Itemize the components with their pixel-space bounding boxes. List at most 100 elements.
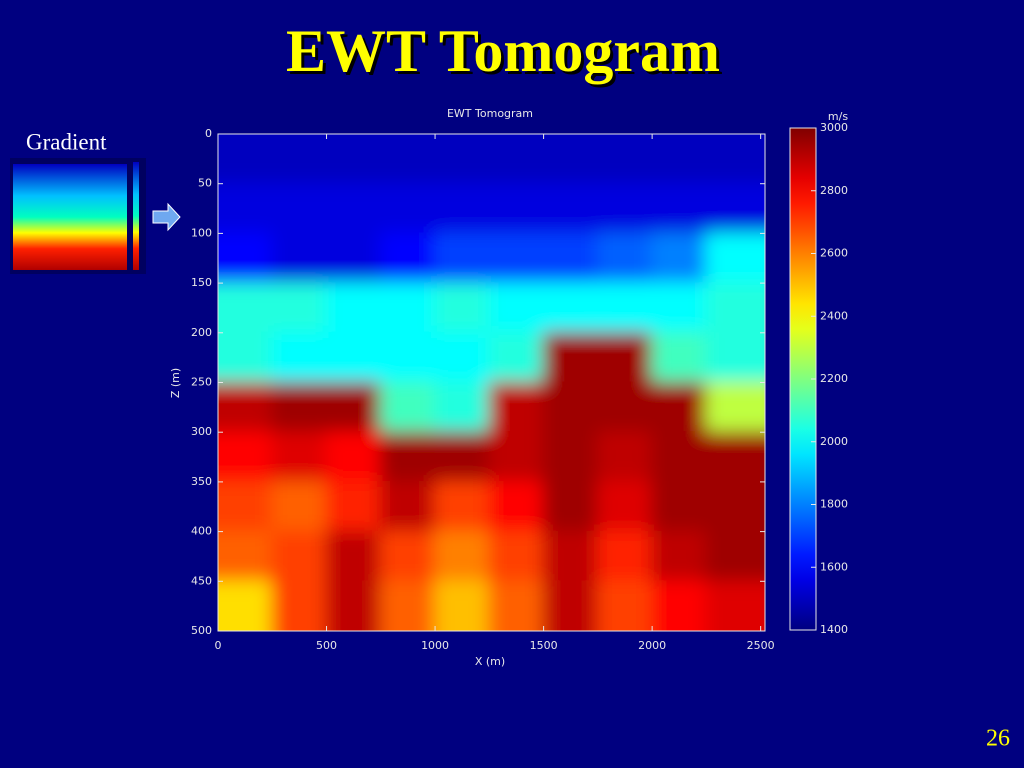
x-tick-label: 0 bbox=[215, 639, 222, 652]
heatmap-cell bbox=[271, 480, 328, 533]
heatmap-cell bbox=[705, 182, 765, 235]
heatmap-cell bbox=[218, 480, 275, 533]
heatmap-cell bbox=[705, 381, 765, 434]
x-tick-label: 1000 bbox=[421, 639, 449, 652]
heatmap-cell bbox=[434, 480, 491, 533]
heatmap-cell bbox=[325, 580, 382, 631]
heatmap-cell bbox=[271, 381, 328, 434]
y-axis-label: Z (m) bbox=[169, 368, 182, 398]
colorbar-tick-label: 1800 bbox=[820, 498, 848, 511]
inset-image bbox=[13, 164, 127, 270]
colorbar-tick-label: 2600 bbox=[820, 247, 848, 260]
heatmap-cell bbox=[705, 431, 765, 483]
heatmap-cell bbox=[705, 134, 765, 186]
heatmap-cell bbox=[379, 331, 437, 384]
x-tick-label: 2500 bbox=[747, 639, 775, 652]
heatmap-cell bbox=[488, 530, 545, 583]
colorbar-tick-label: 3000 bbox=[820, 121, 848, 134]
heatmap-cell bbox=[434, 331, 491, 384]
heatmap-cell bbox=[542, 480, 599, 533]
y-tick-label: 350 bbox=[191, 475, 212, 488]
heatmap-cell bbox=[325, 381, 382, 434]
heatmap-cell bbox=[271, 530, 328, 583]
heatmap-cell bbox=[542, 580, 599, 631]
heatmap-cell bbox=[651, 134, 708, 186]
y-tick-label: 50 bbox=[198, 177, 212, 190]
heatmap-cell bbox=[379, 182, 437, 235]
heatmap bbox=[218, 134, 765, 631]
heatmap-cell bbox=[596, 580, 654, 631]
heatmap-cell bbox=[596, 480, 654, 533]
heatmap-cell bbox=[325, 431, 382, 483]
heatmap-cell bbox=[271, 331, 328, 384]
heatmap-cell bbox=[705, 232, 765, 285]
heatmap-cell bbox=[596, 134, 654, 186]
x-axis-label: X (m) bbox=[475, 655, 505, 668]
heatmap-cell bbox=[325, 282, 382, 334]
heatmap-cell bbox=[488, 480, 545, 533]
y-tick-label: 0 bbox=[205, 127, 212, 140]
heatmap-cell bbox=[596, 381, 654, 434]
chart-title: EWT Tomogram bbox=[447, 107, 533, 120]
heatmap-cell bbox=[325, 134, 382, 186]
colorbar-label: m/s bbox=[828, 110, 848, 123]
x-tick-label: 2000 bbox=[638, 639, 666, 652]
x-tick-label: 1500 bbox=[530, 639, 558, 652]
heatmap-cell bbox=[542, 331, 599, 384]
heatmap-cell bbox=[542, 381, 599, 434]
y-tick-label: 500 bbox=[191, 624, 212, 637]
heatmap-cell bbox=[434, 580, 491, 631]
heatmap-cell bbox=[379, 431, 437, 483]
heatmap-cell bbox=[325, 530, 382, 583]
heatmap-cell bbox=[325, 480, 382, 533]
y-tick-label: 400 bbox=[191, 525, 212, 538]
heatmap-cell bbox=[542, 134, 599, 186]
heatmap-cell bbox=[705, 480, 765, 533]
heatmap-cell bbox=[325, 182, 382, 235]
heatmap-cell bbox=[488, 580, 545, 631]
heatmap-cell bbox=[488, 134, 545, 186]
heatmap-cell bbox=[542, 431, 599, 483]
heatmap-cell bbox=[651, 431, 708, 483]
heatmap-cell bbox=[218, 232, 275, 285]
heatmap-cell bbox=[542, 182, 599, 235]
heatmap-cell bbox=[271, 232, 328, 285]
page-number: 26 bbox=[986, 726, 1010, 752]
heatmap-cell bbox=[542, 232, 599, 285]
heatmap-cell bbox=[651, 331, 708, 384]
heatmap-cell bbox=[596, 431, 654, 483]
heatmap-cell bbox=[434, 381, 491, 434]
heatmap-cell bbox=[651, 381, 708, 434]
inset-colorbar bbox=[133, 162, 139, 270]
heatmap-cell bbox=[651, 232, 708, 285]
heatmap-cell bbox=[651, 480, 708, 533]
heatmap-cell bbox=[218, 134, 275, 186]
heatmap-cell bbox=[542, 530, 599, 583]
heatmap-cell bbox=[218, 381, 275, 434]
heatmap-cell bbox=[651, 182, 708, 235]
heatmap-cell bbox=[488, 282, 545, 334]
colorbar-tick-label: 2000 bbox=[820, 435, 848, 448]
slide-title: EWT Tomogram bbox=[286, 18, 720, 84]
colorbar-tick-label: 1600 bbox=[820, 560, 848, 573]
heatmap-cell bbox=[434, 134, 491, 186]
heatmap-cell bbox=[218, 182, 275, 235]
heatmap-cell bbox=[705, 331, 765, 384]
slide-title-shadow: EWT Tomogram bbox=[289, 21, 723, 87]
heatmap-cell bbox=[379, 232, 437, 285]
heatmap-cell bbox=[596, 530, 654, 583]
heatmap-cell bbox=[542, 282, 599, 334]
y-tick-label: 150 bbox=[191, 276, 212, 289]
x-tick-label: 500 bbox=[316, 639, 337, 652]
heatmap-cell bbox=[434, 232, 491, 285]
heatmap-cell bbox=[705, 282, 765, 334]
heatmap-cell bbox=[379, 580, 437, 631]
heatmap-cell bbox=[434, 431, 491, 483]
heatmap-cell bbox=[705, 580, 765, 631]
heatmap-cell bbox=[218, 331, 275, 384]
heatmap-cell bbox=[705, 530, 765, 583]
heatmap-cell bbox=[271, 282, 328, 334]
heatmap-cell bbox=[325, 331, 382, 384]
y-tick-label: 200 bbox=[191, 326, 212, 339]
heatmap-cell bbox=[434, 530, 491, 583]
